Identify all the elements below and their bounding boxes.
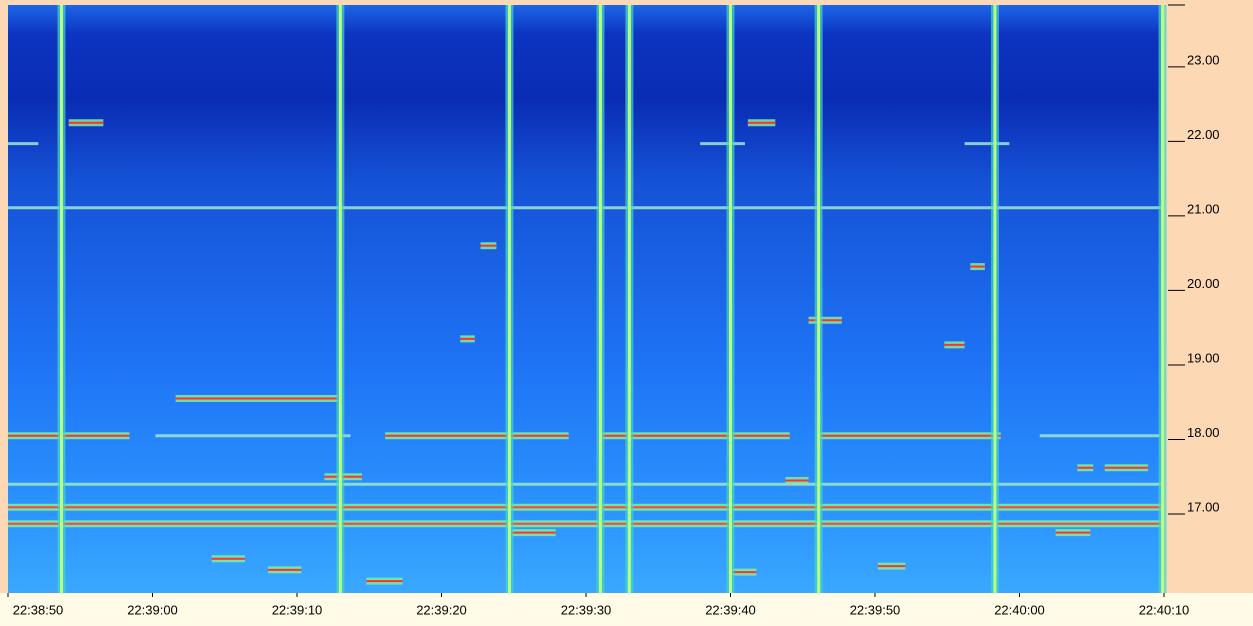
x-tick-label: 22:39:00 bbox=[127, 602, 178, 617]
x-tick-label: 22:39:40 bbox=[705, 602, 756, 617]
x-tick-label: 22:40:10 bbox=[1139, 602, 1190, 617]
y-tick-label: 18.00 bbox=[1187, 425, 1220, 440]
y-tick-label: 17.00 bbox=[1187, 499, 1220, 514]
y-tick-label: 21.00 bbox=[1187, 201, 1220, 216]
time-axis-strip bbox=[0, 593, 1253, 626]
y-tick-label: 23.00 bbox=[1187, 52, 1220, 67]
x-tick-label: 22:40:00 bbox=[994, 602, 1045, 617]
y-tick-label: 19.00 bbox=[1187, 350, 1220, 365]
x-tick-label: 22:39:20 bbox=[416, 602, 467, 617]
x-tick-label: 22:38:50 bbox=[13, 602, 64, 617]
x-tick-label: 22:39:50 bbox=[850, 602, 901, 617]
waterfall bbox=[8, 5, 1164, 593]
y-tick-label: 22.00 bbox=[1187, 127, 1220, 142]
x-tick-label: 22:39:30 bbox=[561, 602, 612, 617]
y-tick-label: 20.00 bbox=[1187, 276, 1220, 291]
x-tick-label: 22:39:10 bbox=[272, 602, 323, 617]
